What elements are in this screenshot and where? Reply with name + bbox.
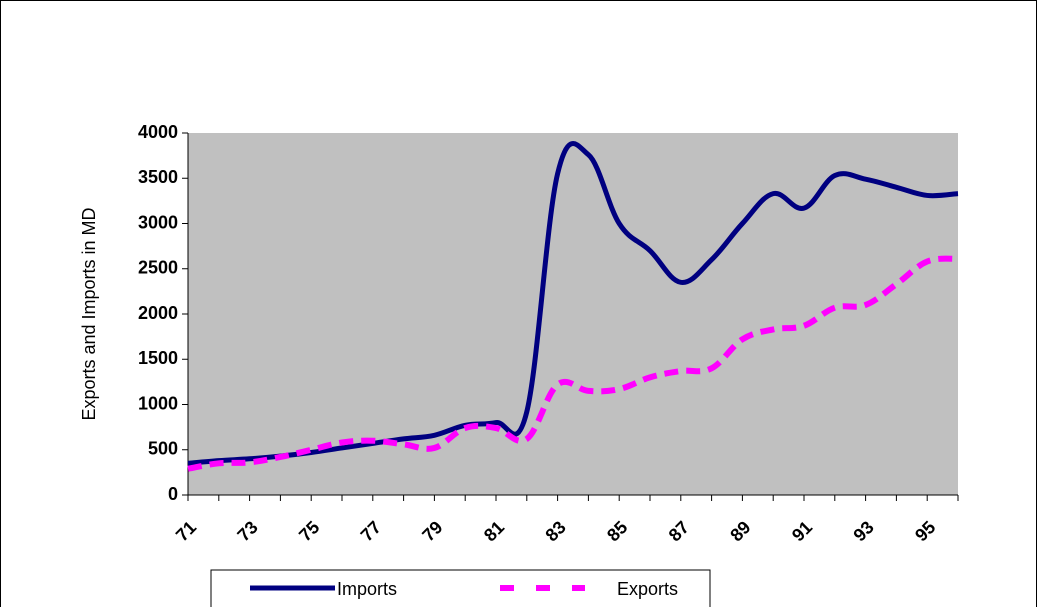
y-tick-label: 0	[168, 484, 178, 504]
y-tick-label: 2000	[138, 303, 178, 323]
y-tick-label: 3000	[138, 212, 178, 232]
y-tick-label: 4000	[138, 122, 178, 142]
legend-label: Imports	[337, 579, 397, 599]
y-tick-label: 2500	[138, 258, 178, 278]
y-tick-label: 1000	[138, 393, 178, 413]
plot-area	[188, 133, 958, 495]
y-tick-label: 1500	[138, 348, 178, 368]
legend-label: Exports	[617, 579, 678, 599]
y-axis-title: Exports and Imports in MD	[79, 207, 99, 420]
data-line	[187, 141, 959, 466]
y-tick-label: 500	[148, 439, 178, 459]
y-tick-label: 3500	[138, 167, 178, 187]
data-line	[187, 255, 959, 472]
